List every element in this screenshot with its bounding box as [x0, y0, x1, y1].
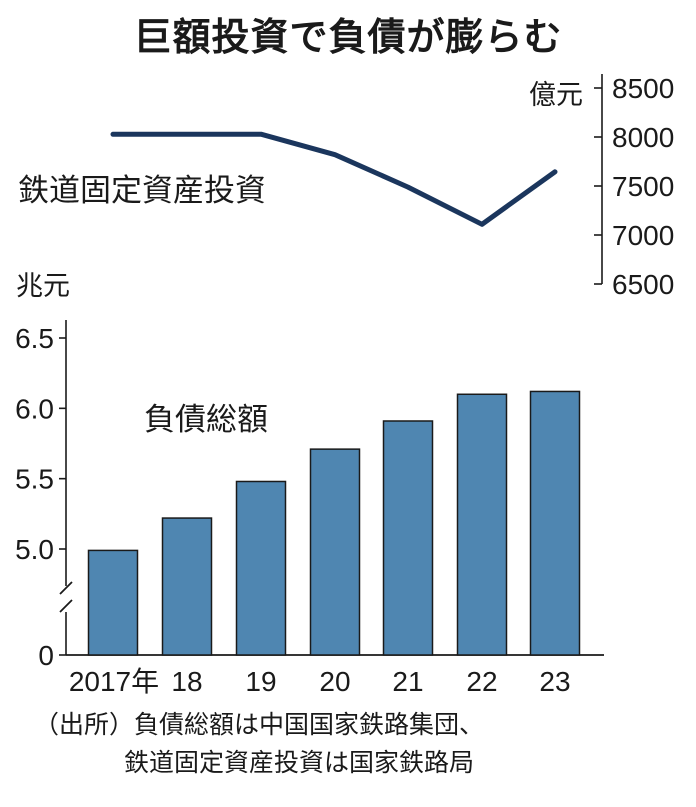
line-y-tick-label: 7000 [612, 220, 674, 251]
source-note: （出所）負債総額は中国国家鉄路集団、 鉄道固定資産投資は国家鉄路局 [34, 706, 484, 782]
line-y-tick-label: 6500 [612, 269, 674, 300]
debt-bar [456, 393, 508, 656]
bar-y-tick-label: 6.5 [15, 323, 54, 354]
debt-bar [87, 549, 139, 656]
debt-bar [161, 517, 213, 656]
line-unit-label: 億元 [529, 80, 583, 111]
source-line-1: （出所）負債総額は中国国家鉄路集団、 [34, 710, 485, 739]
x-tick-label: 20 [319, 666, 350, 697]
source-line-2: 鉄道固定資産投資は国家鉄路局 [124, 748, 475, 777]
x-tick-label: 23 [539, 666, 570, 697]
investment-line-panel: 億元 8500 8000 7500 7000 6500 鉄道固定資産投資 [18, 73, 674, 300]
chart-canvas: 億元 8500 8000 7500 7000 6500 鉄道固定資産投資 兆元 6.5 6.0 5… [15, 73, 674, 697]
bar-y-tick-label: 5.0 [15, 534, 54, 565]
x-tick-label: 21 [392, 666, 423, 697]
line-y-tick-label: 8500 [612, 73, 674, 104]
bar-y-tick-label: 6.0 [15, 393, 54, 424]
debt-bar [309, 448, 361, 656]
debt-bar-panel: 兆元 6.5 6.0 5.5 5.0 0 2017年 18 19 20 21 22 23 負債総額 [15, 271, 604, 697]
bar-unit-label: 兆元 [16, 271, 70, 302]
line-y-tick-label: 8000 [612, 122, 674, 153]
line-series-label: 鉄道固定資産投資 [18, 173, 266, 209]
line-y-tick-label: 7500 [612, 171, 674, 202]
bar-y-tick-label: 0 [38, 640, 54, 671]
bar-y-tick-label: 5.5 [15, 464, 54, 495]
debt-bar [382, 420, 434, 656]
x-tick-label: 2017年 [69, 666, 159, 697]
axis-break-mark [59, 581, 73, 595]
axis-break-mark [59, 599, 73, 613]
debt-bar [235, 480, 287, 656]
x-tick-label: 18 [171, 666, 202, 697]
x-tick-label: 19 [245, 666, 276, 697]
debt-bar [529, 390, 581, 656]
chart-title: 巨額投資で負債が膨らむ [133, 15, 563, 59]
x-tick-label: 22 [466, 666, 497, 697]
bar-series-label: 負債総額 [144, 402, 268, 438]
